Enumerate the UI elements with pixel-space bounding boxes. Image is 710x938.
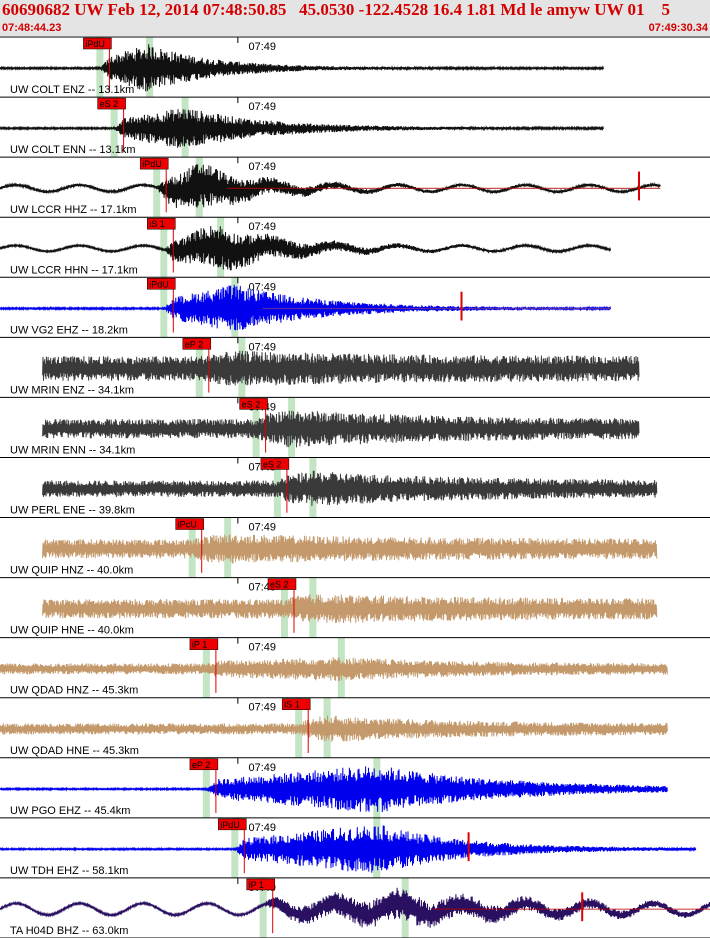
seismogram-plot: 07:49 iPdU UW COLT ENZ -- 13.1km 07:49 eS 2 U… — [0, 37, 710, 938]
pick-label: eS 2 — [263, 459, 282, 469]
waveform-trace — [42, 594, 658, 624]
waveform-trace — [0, 887, 710, 928]
start-time-label: 07:48:44.23 — [2, 22, 62, 34]
pick-flag — [189, 638, 219, 650]
waveform-trace — [0, 164, 661, 209]
waveform-trace — [0, 226, 612, 271]
station-label: UW PERL ENE -- 39.8km — [10, 505, 135, 517]
station-label: UW PGO EHZ -- 45.4km — [10, 805, 130, 817]
waveform-trace — [42, 534, 658, 564]
station-label: UW LCCR HHZ -- 17.1km — [10, 204, 137, 216]
pick-flag — [147, 278, 176, 290]
time-tick-label: 07:49 — [249, 762, 277, 774]
time-tick-label: 07:49 — [249, 161, 277, 173]
pick-flag — [239, 398, 268, 410]
station-label: UW VG2 EHZ -- 18.2km — [10, 324, 128, 336]
time-tick-label: 07:49 — [249, 221, 277, 233]
pick-flag — [260, 458, 290, 470]
station-label: UW QDAD HNZ -- 45.3km — [10, 685, 138, 697]
pick-flag — [267, 578, 297, 590]
station-label: UW QDAD HNE -- 45.3km — [10, 745, 139, 757]
waveform-trace — [0, 109, 604, 148]
pick-flag — [147, 217, 176, 230]
station-label: UW QUIP HNE -- 40.0km — [10, 625, 134, 637]
pick-label: iPcU — [178, 520, 197, 530]
pick-label: iP 1 — [192, 640, 207, 650]
pick-label: eP 2 — [185, 339, 203, 349]
pick-flag — [175, 518, 204, 530]
pick-flag — [189, 758, 219, 771]
time-tick-label: 07:49 — [249, 642, 277, 654]
station-label: UW MRIN ENN -- 34.1km — [10, 444, 135, 456]
waveform-trace — [42, 470, 658, 506]
time-tick-label: 07:49 — [249, 522, 277, 534]
time-tick-label: 07:49 — [249, 822, 277, 834]
waveform-trace — [0, 44, 604, 92]
event-title: 60690682 UW Feb 12, 2014 07:48:50.85 45.… — [2, 0, 671, 19]
station-label: TA H04D BHZ -- 63.0km — [10, 925, 128, 937]
waveform-trace — [42, 350, 640, 386]
event-header: 60690682 UW Feb 12, 2014 07:48:50.85 45.… — [0, 0, 710, 37]
time-tick-label: 07:49 — [249, 41, 277, 53]
pick-flag — [97, 97, 126, 110]
p-window — [160, 217, 168, 278]
time-tick-label: 07:49 — [249, 341, 277, 353]
station-label: UW COLT ENZ -- 13.1km — [10, 84, 134, 96]
station-label: UW TDH EHZ -- 58.1km — [10, 865, 128, 877]
pick-label: iP 1 — [249, 880, 264, 890]
waveform-trace — [0, 825, 697, 873]
pick-label: iPdU — [149, 279, 169, 289]
pick-flag — [281, 698, 311, 710]
pick-label: iS 1 — [284, 700, 300, 710]
waveform-trace — [0, 766, 668, 813]
end-time-label: 07:49:30.34 — [648, 22, 708, 34]
time-tick-label: 07:49 — [249, 702, 277, 714]
pick-flag — [182, 338, 212, 350]
waveform-trace — [0, 715, 668, 742]
station-label: UW LCCR HHN -- 17.1km — [10, 264, 138, 276]
pick-flag — [246, 878, 275, 891]
pick-label: eP 2 — [192, 760, 210, 770]
pick-label: eS 2 — [242, 399, 261, 409]
pick-label: iS 1 — [149, 219, 165, 229]
station-label: UW COLT ENN -- 13.1km — [10, 144, 136, 156]
waveform-trace — [0, 657, 668, 682]
pick-flag — [83, 37, 112, 50]
station-label: UW QUIP HNZ -- 40.0km — [10, 565, 133, 577]
pick-label: iPdU — [220, 820, 240, 830]
p-window — [259, 877, 267, 938]
pick-label: iPdU — [85, 39, 105, 49]
station-label: UW MRIN ENZ -- 34.1km — [10, 384, 134, 396]
pick-label: iPdU — [142, 159, 162, 169]
time-tick-label: 07:49 — [249, 281, 277, 293]
waveform-trace — [42, 410, 640, 448]
pick-label: eS 2 — [100, 99, 119, 109]
pick-flag — [139, 157, 169, 170]
time-tick-label: 07:49 — [249, 101, 277, 113]
pick-flag — [218, 818, 247, 831]
pick-label: eS 2 — [270, 580, 289, 590]
